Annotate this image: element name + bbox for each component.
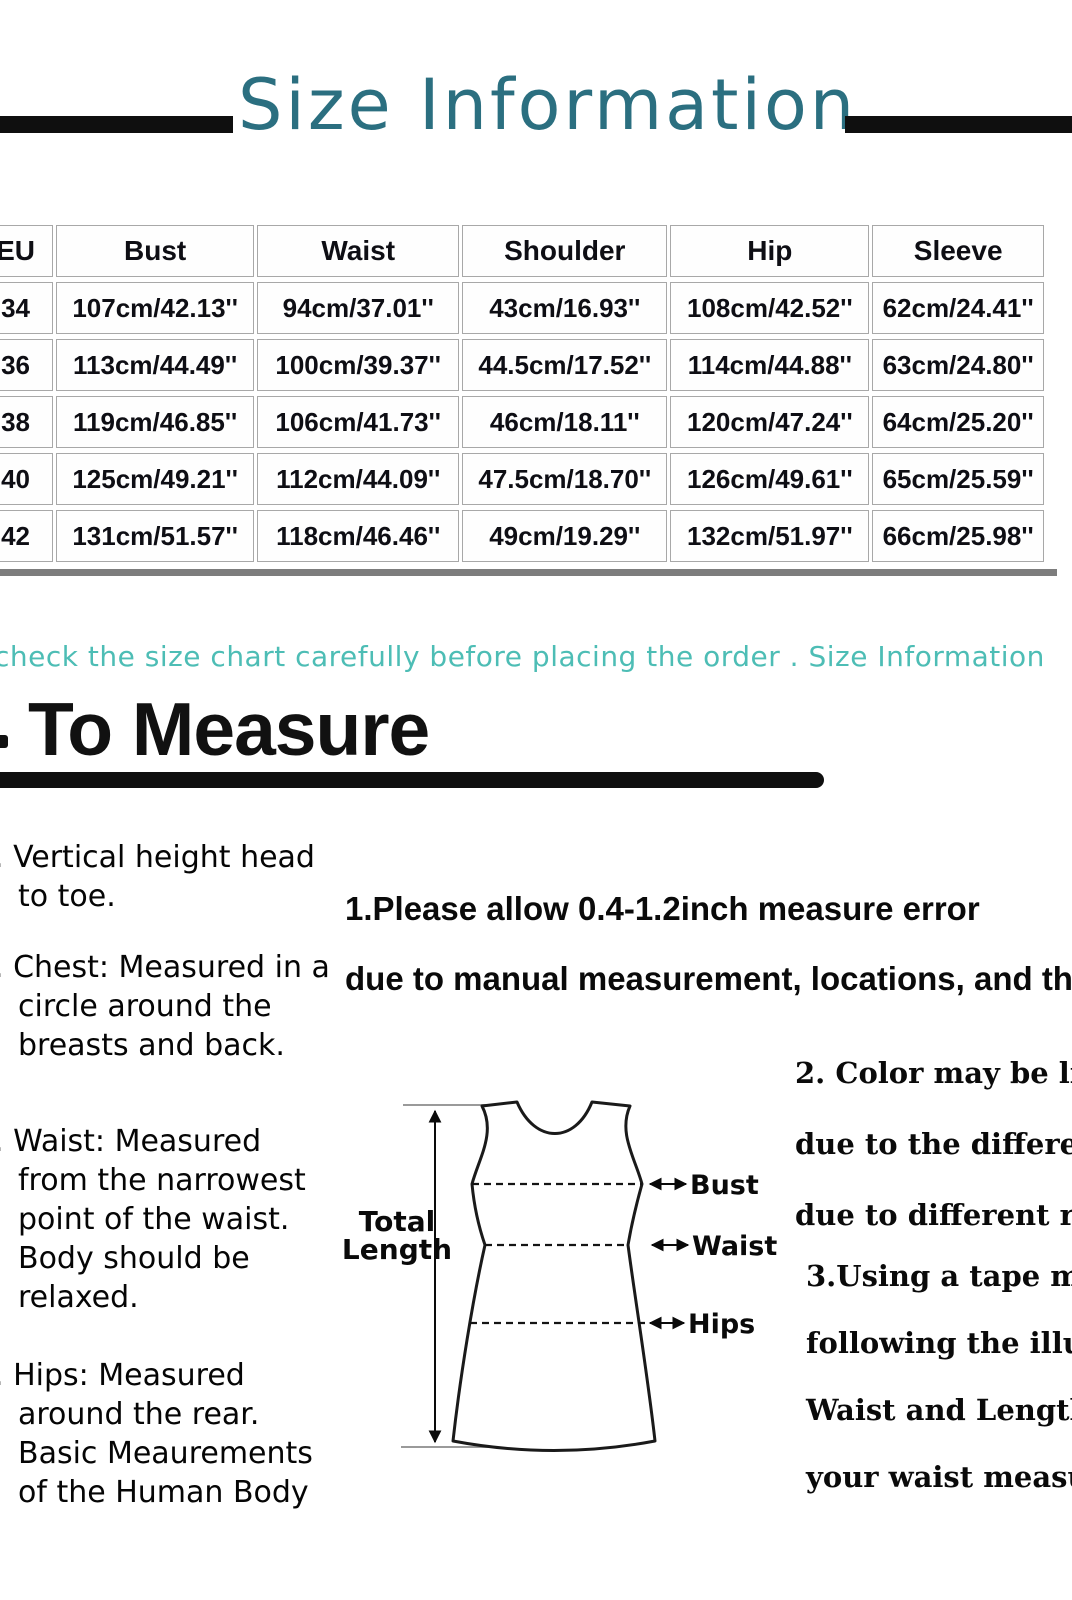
table-cell: 107cm/42.13'' <box>56 282 255 334</box>
total-length-label-line1: Total <box>359 1205 436 1238</box>
note-line: due to different re <box>795 1198 1072 1232</box>
table-cell: 46cm/18.11'' <box>462 396 668 448</box>
dress-measure-diagram: Total Length Bust Waist Hips <box>342 1100 777 1452</box>
measure-step-waist: . Waist: Measured from the narrowest poi… <box>0 1122 306 1317</box>
bust-label: Bust <box>690 1170 759 1201</box>
hips-label: Hips <box>688 1309 755 1340</box>
step-line: breasts and back. <box>18 1028 285 1063</box>
title-rule-left <box>0 116 233 133</box>
table-cell: 63cm/24.80'' <box>872 339 1044 391</box>
step-line: . Chest: Measured in a <box>0 950 330 985</box>
note-line: due to the differen <box>795 1127 1072 1161</box>
dress-outline <box>451 1100 657 1452</box>
table-row: 40 125cm/49.21'' 112cm/44.09'' 47.5cm/18… <box>0 453 1044 505</box>
table-row: 34 107cm/42.13'' 94cm/37.01'' 43cm/16.93… <box>0 282 1044 334</box>
step-line: from the narrowest <box>18 1163 306 1198</box>
note-line: Waist and Length <box>806 1393 1072 1427</box>
table-cell: 44.5cm/17.52'' <box>462 339 668 391</box>
table-cell: 34 <box>0 282 54 334</box>
table-cell: 118cm/46.46'' <box>257 510 460 562</box>
step-line: circle around the <box>18 989 272 1024</box>
table-bottom-rule <box>0 569 1057 576</box>
table-cell: 36 <box>0 339 54 391</box>
note-measure-error: 1.Please allow 0.4-1.2inch measure error… <box>345 874 1072 1014</box>
step-line: around the rear. <box>18 1397 260 1432</box>
header-bust: Bust <box>56 225 255 277</box>
table-cell: 49cm/19.29'' <box>462 510 668 562</box>
table-cell: 132cm/51.97'' <box>670 510 870 562</box>
size-table: EU Bust Waist Shoulder Hip Sleeve 34 107… <box>0 220 1047 567</box>
table-row: 36 113cm/44.49'' 100cm/39.37'' 44.5cm/17… <box>0 339 1044 391</box>
table-cell: 94cm/37.01'' <box>257 282 460 334</box>
table-cell: 100cm/39.37'' <box>257 339 460 391</box>
header-waist: Waist <box>257 225 460 277</box>
table-cell: 106cm/41.73'' <box>257 396 460 448</box>
table-row: 42 131cm/51.57'' 118cm/46.46'' 49cm/19.2… <box>0 510 1044 562</box>
table-cell: 113cm/44.49'' <box>56 339 255 391</box>
step-line: point of the waist. <box>18 1202 290 1237</box>
note-color-difference: 2. Color may be li due to the differen d… <box>795 1038 1072 1251</box>
table-cell: 40 <box>0 453 54 505</box>
table-cell: 119cm/46.85'' <box>56 396 255 448</box>
page-title: Size Information <box>238 64 858 146</box>
table-cell: 65cm/25.59'' <box>872 453 1044 505</box>
step-line: of the Human Body <box>18 1475 309 1510</box>
measure-heading: To Measure <box>28 687 430 771</box>
note-line: 1.Please allow 0.4-1.2inch measure error <box>345 890 980 927</box>
table-header-row: EU Bust Waist Shoulder Hip Sleeve <box>0 225 1044 277</box>
table-row: 38 119cm/46.85'' 106cm/41.73'' 46cm/18.1… <box>0 396 1044 448</box>
size-chart-notice: check the size chart carefully before pl… <box>0 640 1045 673</box>
note-line: 2. Color may be li <box>795 1056 1072 1090</box>
table-cell: 42 <box>0 510 54 562</box>
note-line: due to manual measurement, locations, an… <box>345 960 1072 997</box>
step-line: to toe. <box>18 879 116 914</box>
heading-clipped-glyph <box>0 735 8 748</box>
step-line: . Hips: Measured <box>0 1358 245 1393</box>
measure-step-hips: . Hips: Measured around the rear. Basic … <box>0 1356 313 1512</box>
waist-label: Waist <box>692 1231 777 1262</box>
step-line: . Waist: Measured <box>0 1124 262 1159</box>
table-cell: 125cm/49.21'' <box>56 453 255 505</box>
table-cell: 131cm/51.57'' <box>56 510 255 562</box>
step-line: relaxed. <box>18 1280 139 1315</box>
table-cell: 43cm/16.93'' <box>462 282 668 334</box>
step-line: Basic Meaurements <box>18 1436 313 1471</box>
note-line: following the illu <box>806 1326 1072 1360</box>
table-cell: 114cm/44.88'' <box>670 339 870 391</box>
step-line: Body should be <box>18 1241 250 1276</box>
table-cell: 66cm/25.98'' <box>872 510 1044 562</box>
measure-step-height: . Vertical height head to toe. <box>0 838 315 916</box>
table-cell: 126cm/49.61'' <box>670 453 870 505</box>
note-line: 3.Using a tape m <box>806 1259 1072 1293</box>
note-line: your waist measu <box>806 1460 1072 1494</box>
note-tape-measure: 3.Using a tape m following the illu Wais… <box>806 1243 1072 1511</box>
total-length-label-line2: Length <box>342 1233 452 1266</box>
header-eu: EU <box>0 225 54 277</box>
step-line: . Vertical height head <box>0 840 315 875</box>
title-rule-right <box>845 116 1072 133</box>
header-hip: Hip <box>670 225 870 277</box>
table-cell: 120cm/47.24'' <box>670 396 870 448</box>
header-sleeve: Sleeve <box>872 225 1044 277</box>
header-shoulder: Shoulder <box>462 225 668 277</box>
measure-step-chest: . Chest: Measured in a circle around the… <box>0 948 330 1065</box>
table-cell: 47.5cm/18.70'' <box>462 453 668 505</box>
table-cell: 62cm/24.41'' <box>872 282 1044 334</box>
table-cell: 108cm/42.52'' <box>670 282 870 334</box>
table-cell: 112cm/44.09'' <box>257 453 460 505</box>
table-cell: 38 <box>0 396 54 448</box>
table-cell: 64cm/25.20'' <box>872 396 1044 448</box>
heading-underline <box>0 772 824 788</box>
